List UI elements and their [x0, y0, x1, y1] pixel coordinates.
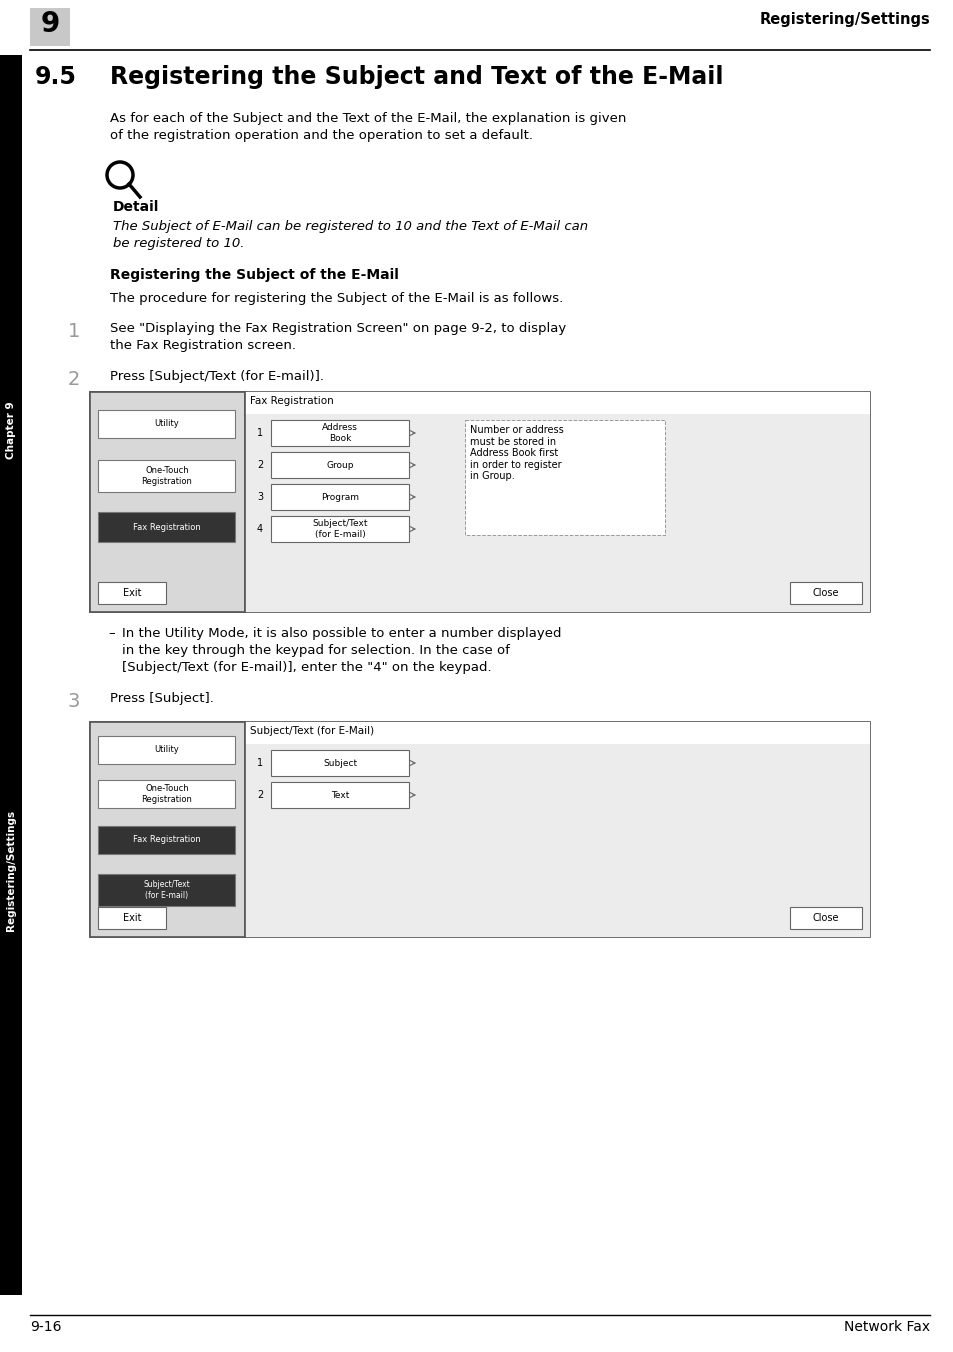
- Text: 1: 1: [256, 758, 263, 768]
- Text: In the Utility Mode, it is also possible to enter a number displayed: In the Utility Mode, it is also possible…: [122, 627, 561, 639]
- Text: Exit: Exit: [123, 588, 141, 598]
- Text: 9: 9: [40, 9, 59, 38]
- Text: Registering the Subject and Text of the E-Mail: Registering the Subject and Text of the …: [110, 65, 722, 89]
- Text: Subject: Subject: [323, 758, 356, 768]
- Text: One-Touch
Registration: One-Touch Registration: [141, 466, 193, 485]
- Bar: [789, 907, 862, 929]
- Bar: [90, 392, 245, 612]
- Text: Registering the Subject of the E-Mail: Registering the Subject of the E-Mail: [110, 268, 398, 283]
- Bar: [271, 516, 409, 542]
- Text: –: –: [108, 627, 114, 639]
- Bar: [271, 452, 409, 479]
- Text: 2: 2: [68, 370, 80, 389]
- Text: Fax Registration: Fax Registration: [133, 522, 201, 531]
- Bar: [271, 750, 409, 776]
- Bar: [90, 722, 245, 937]
- Text: Chapter 9: Chapter 9: [6, 402, 16, 458]
- Text: of the registration operation and the operation to set a default.: of the registration operation and the op…: [110, 128, 533, 142]
- Text: Number or address
must be stored in
Address Book first
in order to register
in G: Number or address must be stored in Addr…: [470, 425, 563, 481]
- Bar: [98, 410, 234, 438]
- Bar: [98, 780, 234, 808]
- Bar: [98, 826, 234, 854]
- Bar: [98, 735, 234, 764]
- Text: One-Touch
Registration: One-Touch Registration: [141, 784, 193, 803]
- Bar: [271, 781, 409, 808]
- Text: 3: 3: [256, 492, 263, 502]
- Bar: [789, 581, 862, 604]
- Text: Utility: Utility: [154, 745, 179, 754]
- Text: Network Fax: Network Fax: [843, 1320, 929, 1334]
- Bar: [98, 512, 234, 542]
- Bar: [90, 392, 869, 612]
- Bar: [245, 392, 869, 612]
- Bar: [245, 722, 869, 937]
- Text: See "Displaying the Fax Registration Screen" on page 9-2, to display: See "Displaying the Fax Registration Scr…: [110, 322, 566, 335]
- Text: Registering/Settings: Registering/Settings: [759, 12, 929, 27]
- Bar: [98, 907, 166, 929]
- Bar: [0, 55, 22, 1295]
- Text: be registered to 10.: be registered to 10.: [112, 237, 244, 250]
- Text: in the key through the keypad for selection. In the case of: in the key through the keypad for select…: [122, 644, 509, 657]
- Text: 1: 1: [256, 429, 263, 438]
- Text: Fax Registration: Fax Registration: [133, 836, 201, 845]
- Text: Subject/Text (for E-Mail): Subject/Text (for E-Mail): [250, 726, 374, 735]
- Text: Exit: Exit: [123, 913, 141, 923]
- Text: Close: Close: [812, 913, 839, 923]
- Text: 9-16: 9-16: [30, 1320, 61, 1334]
- Text: Registering/Settings: Registering/Settings: [6, 810, 16, 930]
- Text: 9.5: 9.5: [35, 65, 77, 89]
- Text: Press [Subject/Text (for E-mail)].: Press [Subject/Text (for E-mail)].: [110, 370, 324, 383]
- Bar: [30, 8, 70, 46]
- Text: 2: 2: [256, 790, 263, 800]
- Text: Address
Book: Address Book: [322, 423, 357, 442]
- Bar: [245, 722, 869, 744]
- Text: Press [Subject].: Press [Subject].: [110, 692, 213, 704]
- Text: Detail: Detail: [112, 200, 159, 214]
- Text: Group: Group: [326, 461, 354, 469]
- Text: 4: 4: [256, 525, 263, 534]
- Text: Fax Registration: Fax Registration: [250, 396, 334, 406]
- Bar: [464, 420, 664, 535]
- Text: The procedure for registering the Subject of the E-Mail is as follows.: The procedure for registering the Subjec…: [110, 292, 562, 306]
- Text: The Subject of E-Mail can be registered to 10 and the Text of E-Mail can: The Subject of E-Mail can be registered …: [112, 220, 587, 233]
- Text: the Fax Registration screen.: the Fax Registration screen.: [110, 339, 295, 352]
- Bar: [245, 392, 869, 414]
- Text: Text: Text: [331, 791, 349, 799]
- Bar: [98, 460, 234, 492]
- Text: Subject/Text
(for E-mail): Subject/Text (for E-mail): [144, 880, 191, 899]
- Text: As for each of the Subject and the Text of the E-Mail, the explanation is given: As for each of the Subject and the Text …: [110, 112, 626, 124]
- Bar: [90, 722, 869, 937]
- Text: Program: Program: [320, 492, 358, 502]
- Text: [Subject/Text (for E-mail)], enter the "4" on the keypad.: [Subject/Text (for E-mail)], enter the "…: [122, 661, 491, 675]
- Bar: [98, 581, 166, 604]
- Bar: [271, 484, 409, 510]
- Text: 2: 2: [256, 460, 263, 470]
- Text: Close: Close: [812, 588, 839, 598]
- Bar: [98, 873, 234, 906]
- Text: Subject/Text
(for E-mail): Subject/Text (for E-mail): [312, 519, 367, 538]
- Text: 3: 3: [68, 692, 80, 711]
- Bar: [271, 420, 409, 446]
- Text: Utility: Utility: [154, 419, 179, 429]
- Text: 1: 1: [68, 322, 80, 341]
